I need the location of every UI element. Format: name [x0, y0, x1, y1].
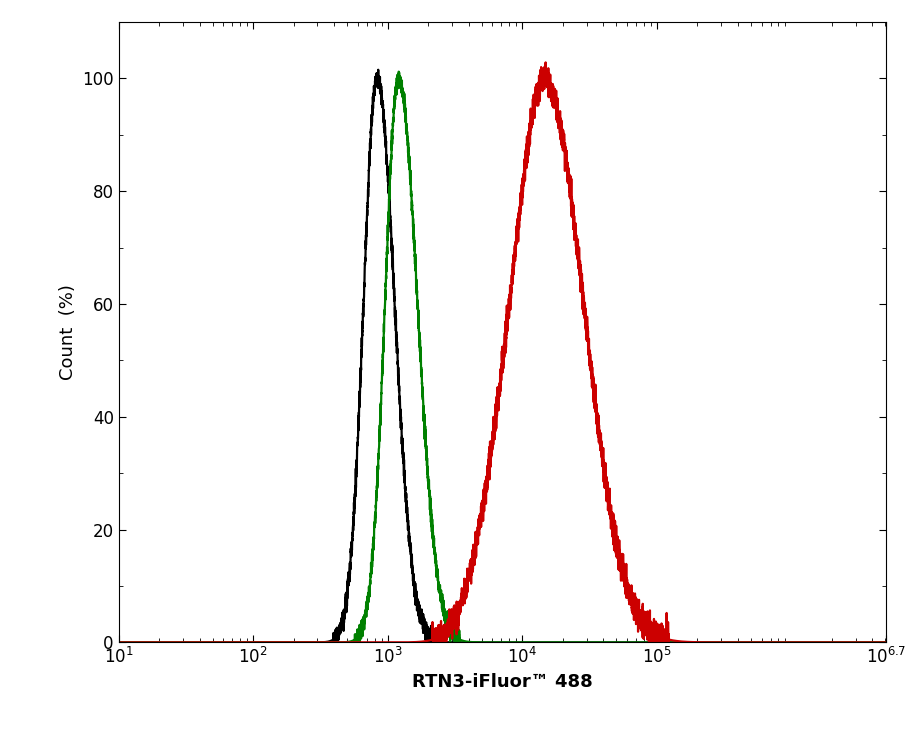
Y-axis label: Count  (%): Count (%) [58, 284, 77, 380]
X-axis label: RTN3-iFluor™ 488: RTN3-iFluor™ 488 [412, 673, 593, 691]
